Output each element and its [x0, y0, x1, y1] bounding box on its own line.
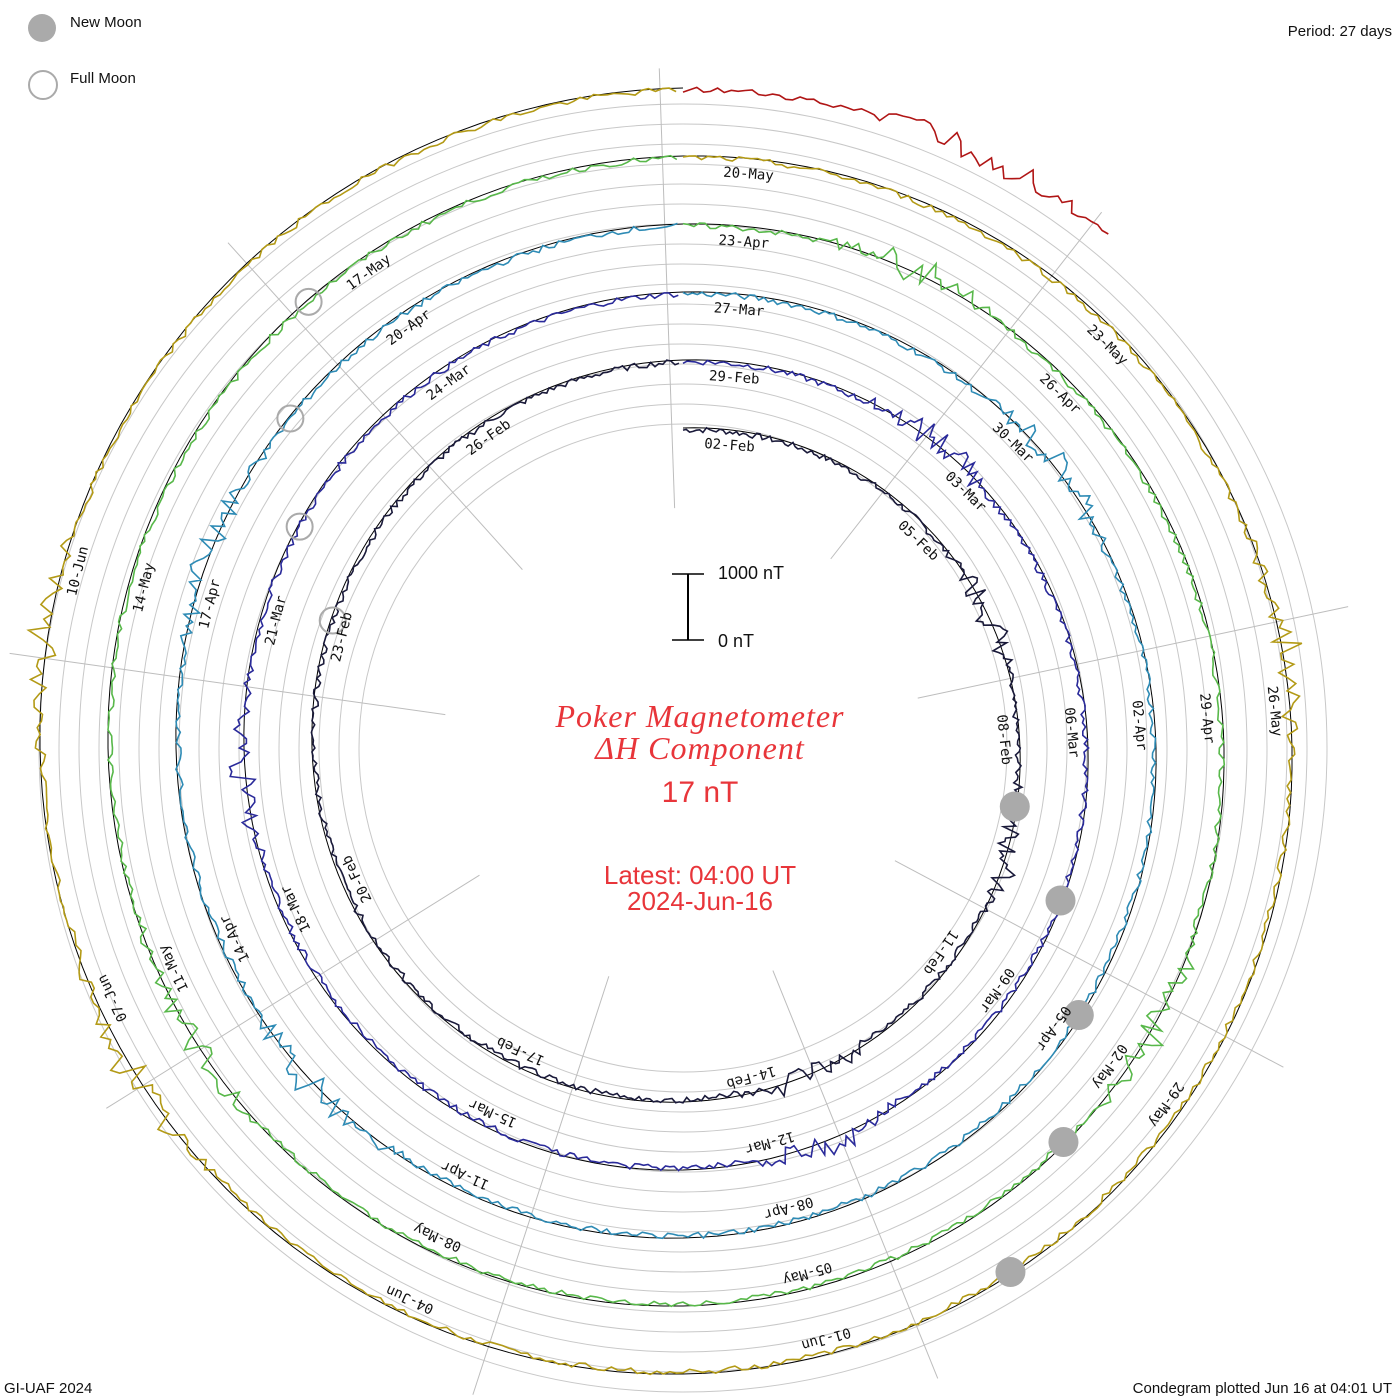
- full-moon-legend-label: Full Moon: [70, 70, 136, 87]
- date-label: 27-Mar: [713, 300, 765, 319]
- date-label: 11-Apr: [439, 1157, 492, 1192]
- grid-spoke: [227, 242, 523, 570]
- grid-circle: [338, 403, 1028, 1093]
- grid-circle: [38, 103, 1328, 1393]
- date-label: 02-Feb: [704, 436, 756, 455]
- grid-circle: [358, 423, 1008, 1073]
- grid-spoke: [658, 68, 676, 509]
- new-moon-marker: [1048, 1126, 1079, 1157]
- date-label: 12-Mar: [743, 1128, 796, 1157]
- date-label: 23-Apr: [718, 233, 770, 252]
- date-label: 05-May: [781, 1258, 834, 1287]
- new-moon-marker: [1063, 999, 1094, 1030]
- trace-29-Feb: [228, 292, 1090, 1172]
- grid-spoke: [894, 860, 1284, 1068]
- date-label: 17-May: [344, 251, 394, 294]
- new-moon-legend-label: New Moon: [70, 14, 142, 31]
- date-label: 20-May: [723, 165, 775, 184]
- date-label: 08-May: [411, 1219, 464, 1254]
- date-label: 14-Apr: [217, 912, 254, 964]
- plotted-timestamp: Condegram plotted Jun 16 at 04:01 UT: [1132, 1380, 1392, 1397]
- scale-bottom-label: 0 nT: [718, 631, 755, 651]
- date-label: 10-Jun: [64, 545, 92, 598]
- date-label: 09-Mar: [976, 965, 1018, 1016]
- date-label: 06-Mar: [1061, 707, 1082, 759]
- trace-27-Mar: [175, 222, 1157, 1240]
- period-label: Period: 27 days: [1287, 23, 1392, 40]
- latest-date: 2024-Jun-16: [627, 886, 773, 916]
- date-label: 29-Apr: [1196, 692, 1217, 744]
- full-moon-marker: [285, 512, 314, 541]
- date-label: 15-Mar: [467, 1095, 520, 1130]
- full-moon-marker: [276, 404, 305, 433]
- grid-spoke: [9, 652, 446, 716]
- date-label: 29-Feb: [708, 368, 760, 387]
- new-moon-marker: [1045, 885, 1076, 916]
- date-label: 26-May: [1264, 685, 1285, 737]
- grid-circle: [78, 143, 1288, 1353]
- new-moon-legend-icon: [28, 14, 56, 42]
- date-label: 01-Jun: [799, 1324, 852, 1353]
- date-label: 08-Feb: [993, 714, 1014, 766]
- grid-circle: [298, 363, 1068, 1133]
- data-traces: [26, 86, 1303, 1376]
- grid-circle: [278, 343, 1088, 1153]
- current-value: 17 nT: [661, 776, 739, 809]
- grid-spoke: [472, 976, 610, 1395]
- moon-markers: [276, 287, 1094, 1288]
- grid-circle: [258, 323, 1108, 1173]
- new-moon-marker: [999, 791, 1030, 822]
- grid-circle: [118, 183, 1248, 1313]
- chart-subtitle: ΔH Component: [595, 730, 805, 766]
- grid-layer: [9, 68, 1349, 1395]
- grid-spoke: [830, 211, 1103, 560]
- reference-circles: [39, 87, 1293, 1375]
- date-label: 29-May: [1145, 1079, 1187, 1130]
- grid-circle: [198, 263, 1168, 1233]
- date-label: 14-Feb: [725, 1062, 778, 1091]
- trace-13-Jun: [682, 86, 1109, 235]
- scale-bar: [672, 573, 704, 641]
- date-label: 23-May: [1083, 322, 1130, 369]
- trace-02-Feb: [310, 359, 1025, 1104]
- grid-spoke: [106, 874, 480, 1109]
- credit-label: GI-UAF 2024: [4, 1380, 93, 1397]
- reference-spiral: [39, 87, 1293, 1375]
- date-label: 21-Mar: [262, 594, 290, 647]
- grid-circle: [318, 383, 1048, 1113]
- date-label: 02-Apr: [1128, 700, 1149, 752]
- full-moon-marker: [318, 606, 347, 635]
- grid-circle: [218, 283, 1148, 1213]
- scale-top-label: 1000 nT: [718, 563, 785, 583]
- grid-spoke: [772, 970, 939, 1379]
- chart-title: Poker Magnetometer: [555, 698, 845, 734]
- trace-23-Apr: [107, 154, 1226, 1308]
- new-moon-marker: [995, 1257, 1026, 1288]
- grid-circle: [98, 163, 1268, 1333]
- grid-circle: [178, 243, 1188, 1253]
- latest-time: Latest: 04:00 UT: [603, 860, 797, 890]
- grid-circle: [138, 203, 1228, 1293]
- full-moon-marker: [294, 287, 323, 316]
- trace-20-May: [26, 87, 1303, 1376]
- full-moon-legend-icon: [28, 70, 58, 100]
